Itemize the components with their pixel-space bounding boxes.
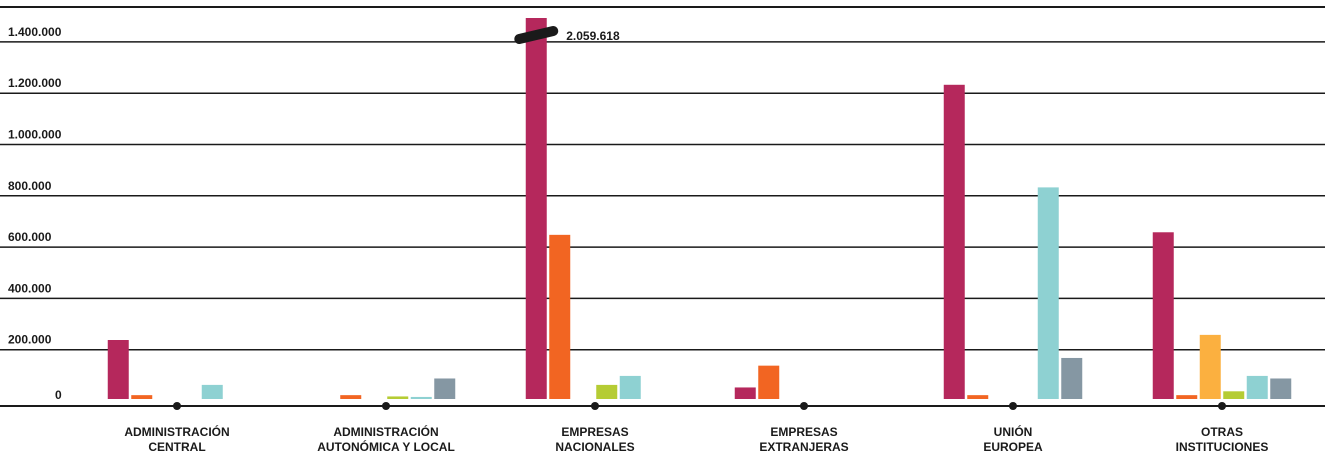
x-category-label: ADMINISTRACIÓN bbox=[333, 424, 438, 439]
bar bbox=[549, 234, 571, 399]
gridlines bbox=[0, 41, 1325, 351]
bar bbox=[131, 395, 153, 399]
x-category-label: EXTRANJERAS bbox=[759, 440, 848, 454]
bar bbox=[1223, 391, 1245, 399]
bar bbox=[1270, 378, 1292, 399]
x-category-label: CENTRAL bbox=[148, 440, 205, 454]
y-tick-label: 1.000.000 bbox=[8, 128, 62, 142]
x-tick-dot bbox=[173, 402, 181, 410]
bar bbox=[967, 395, 989, 399]
bar bbox=[758, 365, 780, 399]
axis-break: 2.059.618 bbox=[514, 26, 620, 44]
bar bbox=[525, 18, 547, 399]
bar bbox=[1199, 334, 1221, 399]
bar bbox=[107, 340, 129, 399]
x-category-label: UNIÓN bbox=[994, 424, 1033, 439]
bar bbox=[619, 375, 641, 399]
x-category-label: OTRAS bbox=[1201, 425, 1243, 439]
y-tick-label: 400.000 bbox=[8, 281, 52, 295]
x-tick-dot bbox=[591, 402, 599, 410]
y-tick-label: 200.000 bbox=[8, 333, 52, 347]
bar bbox=[1176, 395, 1198, 399]
break-value-label: 2.059.618 bbox=[566, 29, 620, 43]
bar bbox=[1061, 357, 1083, 399]
x-category-label: AUTONÓMICA Y LOCAL bbox=[317, 439, 455, 454]
x-category-label: INSTITUCIONES bbox=[1176, 440, 1269, 454]
bar bbox=[434, 378, 456, 399]
x-axis: ADMINISTRACIÓNCENTRALADMINISTRACIÓNAUTON… bbox=[0, 402, 1325, 454]
bar bbox=[943, 84, 965, 399]
y-tick-label: 1.400.000 bbox=[8, 25, 62, 39]
y-tick-label: 0 bbox=[55, 388, 62, 402]
y-tick-label: 600.000 bbox=[8, 230, 52, 244]
x-category-label: EMPRESAS bbox=[770, 425, 837, 439]
axis-break-mark bbox=[514, 26, 559, 44]
y-tick-label: 1.200.000 bbox=[8, 76, 62, 90]
bar bbox=[734, 387, 756, 399]
y-axis-tick-labels: 0 200.000 400.000 600.000 800.000 1.000.000 1.… bbox=[8, 25, 62, 402]
x-category-label: EMPRESAS bbox=[561, 425, 628, 439]
x-category-label: EUROPEA bbox=[983, 440, 1043, 454]
x-category-label: NACIONALES bbox=[555, 440, 634, 454]
x-tick-dot bbox=[382, 402, 390, 410]
bar bbox=[1152, 232, 1174, 399]
bar bbox=[596, 384, 618, 399]
x-tick-dot bbox=[1218, 402, 1226, 410]
bars bbox=[107, 18, 1292, 399]
y-tick-label: 800.000 bbox=[8, 179, 52, 193]
bar bbox=[340, 395, 362, 399]
bar bbox=[1246, 375, 1268, 399]
bar bbox=[387, 396, 409, 399]
bar bbox=[410, 396, 432, 399]
x-category-label: ADMINISTRACIÓN bbox=[124, 424, 229, 439]
bar bbox=[201, 384, 223, 399]
bar bbox=[1037, 187, 1059, 399]
x-tick-dot bbox=[800, 402, 808, 410]
x-tick-dot bbox=[1009, 402, 1017, 410]
